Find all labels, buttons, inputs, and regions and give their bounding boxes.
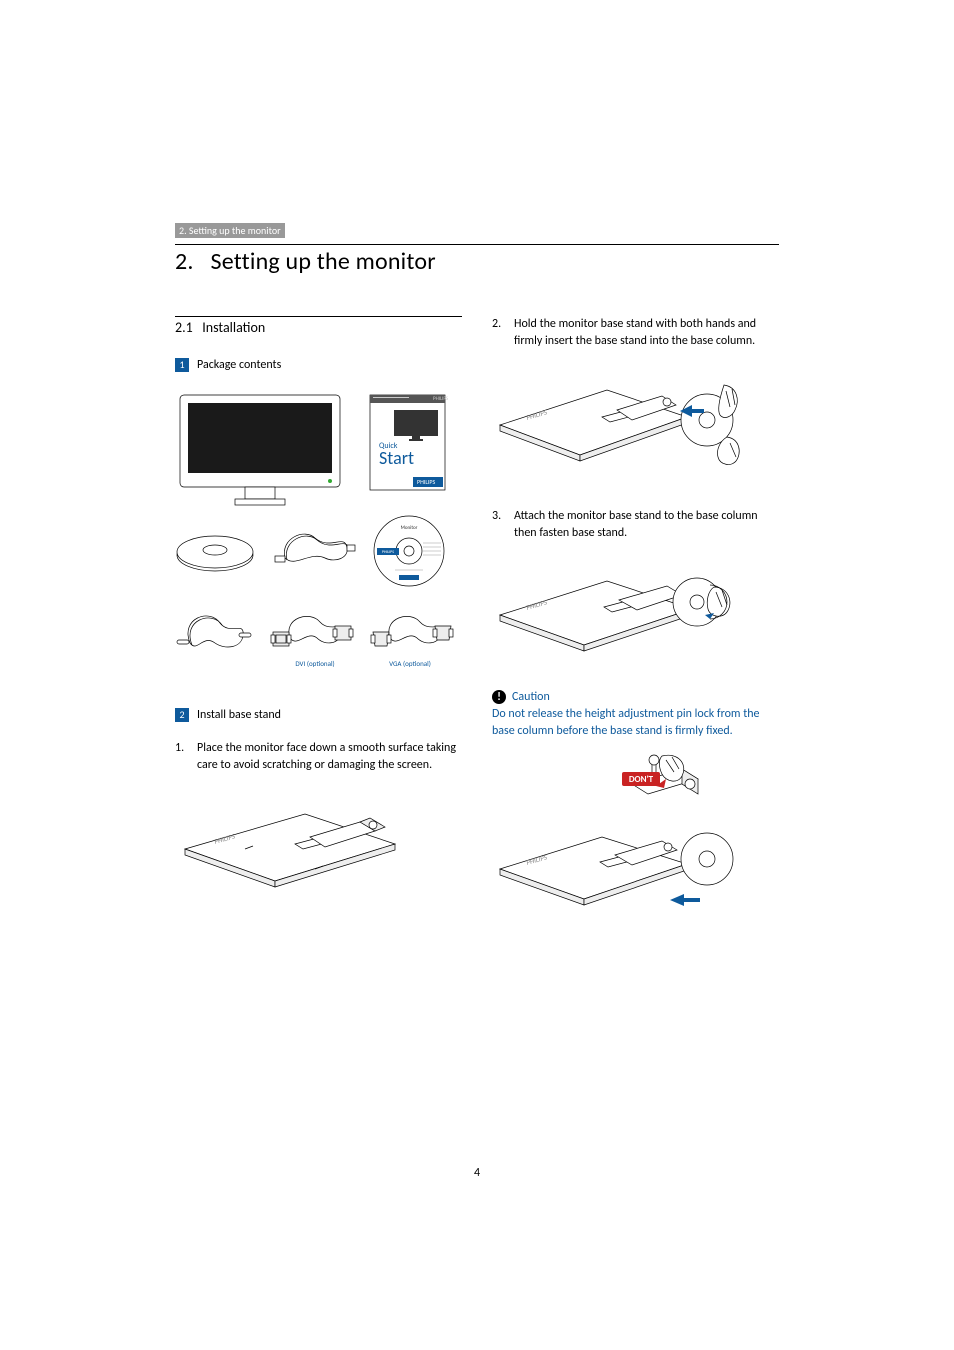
brand-text: PHILIPS	[433, 396, 449, 402]
chapter-title: 2. Setting up the monitor	[175, 244, 779, 276]
subsection-2-title: Install base stand	[197, 708, 281, 722]
section-number: 2.1	[175, 319, 193, 336]
dont-illustration: DON'T PHILIPS	[492, 754, 779, 934]
dvi-caption: DVI (optional)	[295, 659, 334, 668]
step2-illustration: PHILIPS	[492, 365, 779, 490]
step-1: Place the monitor face down a smooth sur…	[175, 740, 462, 775]
vga-cable-icon	[371, 616, 453, 646]
subsection-2: 2 Install base stand	[175, 708, 462, 722]
subsection-1: 1 Package contents	[175, 358, 462, 372]
caution-icon: !	[492, 690, 506, 704]
section-title: 2.1 Installation	[175, 316, 462, 336]
audio-cable-icon	[177, 616, 251, 647]
caution-body: Do not release the height adjustment pin…	[492, 706, 779, 741]
package-contents-illustration: PHILIPS Quick Start PHILIPS	[175, 390, 462, 690]
left-column: 2.1 Installation 1 Package contents	[175, 316, 462, 952]
cd-icon: Monitor PHILIPS	[374, 516, 444, 586]
monitor-icon	[180, 395, 340, 505]
dvi-cable-icon	[271, 616, 353, 646]
vga-caption: VGA (optional)	[389, 659, 431, 668]
quickstart-brand: PHILIPS	[417, 478, 435, 486]
badge-2-icon: 2	[175, 708, 189, 722]
page-number: 4	[0, 1166, 954, 1180]
cd-title: Monitor	[401, 525, 418, 531]
section-title-text: Installation	[202, 319, 265, 336]
quickstart-line2: Start	[379, 447, 414, 469]
steps-right-2: Attach the monitor base stand to the bas…	[492, 508, 779, 543]
step-2: Hold the monitor base stand with both ha…	[492, 316, 779, 351]
caution-label: Caution	[512, 690, 550, 704]
step-3: Attach the monitor base stand to the bas…	[492, 508, 779, 543]
dont-badge: DON'T	[622, 772, 666, 788]
power-cable-icon	[275, 534, 355, 562]
steps-right: Hold the monitor base stand with both ha…	[492, 316, 779, 351]
running-header: 2. Setting up the monitor	[175, 223, 285, 238]
caution-heading: ! Caution	[492, 690, 779, 704]
step3-illustration: PHILIPS	[492, 557, 779, 672]
quickstart-booklet-icon: PHILIPS Quick Start PHILIPS	[370, 395, 449, 490]
cd-brand: PHILIPS	[382, 550, 394, 555]
chapter-title-text: Setting up the monitor	[211, 247, 436, 276]
chapter-number: 2.	[175, 247, 194, 276]
dont-badge-text: DON'T	[629, 774, 654, 785]
arrow-left-icon	[670, 894, 700, 906]
step1-illustration: PHILIPS	[175, 789, 462, 899]
right-column: Hold the monitor base stand with both ha…	[492, 316, 779, 952]
badge-1-icon: 1	[175, 358, 189, 372]
base-stand-icon	[177, 536, 253, 571]
steps-left: Place the monitor face down a smooth sur…	[175, 740, 462, 775]
subsection-1-title: Package contents	[197, 358, 281, 372]
